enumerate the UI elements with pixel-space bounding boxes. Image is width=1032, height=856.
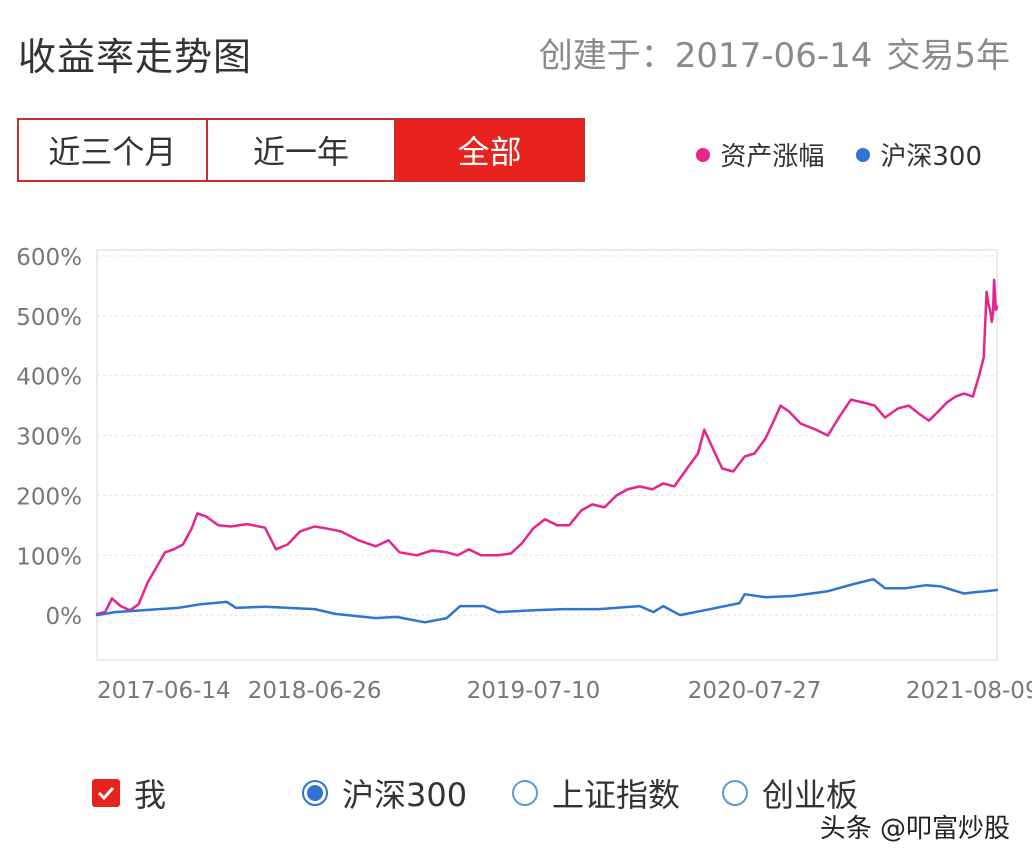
option-chinext-label: 创业板 xyxy=(762,776,859,814)
radio-shanghai-index[interactable] xyxy=(512,780,538,806)
legend-item-hs300: 沪深300 xyxy=(856,136,982,173)
option-shanghai-index-label: 上证指数 xyxy=(552,776,681,814)
y-tick-label: 600% xyxy=(16,245,82,271)
radio-chinext[interactable] xyxy=(722,780,748,806)
legend-label-hs300: 沪深300 xyxy=(880,142,982,172)
watermark: 头条 @叩富炒股 xyxy=(819,814,1010,844)
option-chinext[interactable]: 创业板 xyxy=(722,770,858,816)
y-tick-label: 100% xyxy=(16,544,82,570)
created-date: 创建于：2017-06-14 xyxy=(538,36,873,76)
return-trend-chart: 600% 500% 400% 300% 200% 100% 0% 2017-06-14 2018… xyxy=(16,245,1032,704)
legend-item-asset: 资产涨幅 xyxy=(696,136,824,173)
tab-three-months[interactable]: 近三个月 xyxy=(19,120,206,180)
chart-legend: 资产涨幅 沪深300 xyxy=(696,136,982,173)
y-tick-label: 0% xyxy=(46,604,83,630)
y-tick-label: 200% xyxy=(16,484,82,510)
option-me-label: 我 xyxy=(134,776,167,814)
x-tick-label: 2019-07-10 xyxy=(467,678,601,704)
tab-all[interactable]: 全部 xyxy=(394,120,584,180)
header-meta: 创建于：2017-06-14 交易5年 xyxy=(539,28,1010,77)
checkbox-me[interactable] xyxy=(92,779,120,807)
x-tick-label: 2020-07-27 xyxy=(688,678,822,704)
trade-years: 交易5年 xyxy=(886,36,1010,76)
option-hs300-label: 沪深300 xyxy=(342,776,468,814)
series-line-1 xyxy=(95,577,999,624)
legend-label-asset: 资产涨幅 xyxy=(720,142,825,172)
page-title: 收益率走势图 xyxy=(18,35,253,79)
x-tick-label: 2017-06-14 xyxy=(97,678,231,704)
option-hs300[interactable]: 沪深300 xyxy=(302,770,467,816)
range-tabs: 近三个月 近一年 全部 xyxy=(17,118,585,182)
y-tick-label: 400% xyxy=(16,365,82,391)
y-tick-label: 500% xyxy=(16,305,82,331)
x-tick-label: 2021-08-09 xyxy=(906,678,1032,704)
series-line-0 xyxy=(95,278,999,616)
option-me[interactable]: 我 xyxy=(92,770,166,816)
y-tick-label: 300% xyxy=(16,425,82,451)
radio-hs300[interactable] xyxy=(302,780,328,806)
check-icon xyxy=(97,786,115,801)
x-tick-label: 2018-06-26 xyxy=(248,678,382,704)
plot-frame xyxy=(96,249,998,661)
option-shanghai-index[interactable]: 上证指数 xyxy=(512,770,680,816)
legend-dot-asset xyxy=(696,147,711,162)
benchmark-options: 我 沪深300 上证指数 创业板 xyxy=(0,770,1032,820)
tab-one-year[interactable]: 近一年 xyxy=(205,120,395,180)
legend-dot-hs300 xyxy=(856,147,871,162)
